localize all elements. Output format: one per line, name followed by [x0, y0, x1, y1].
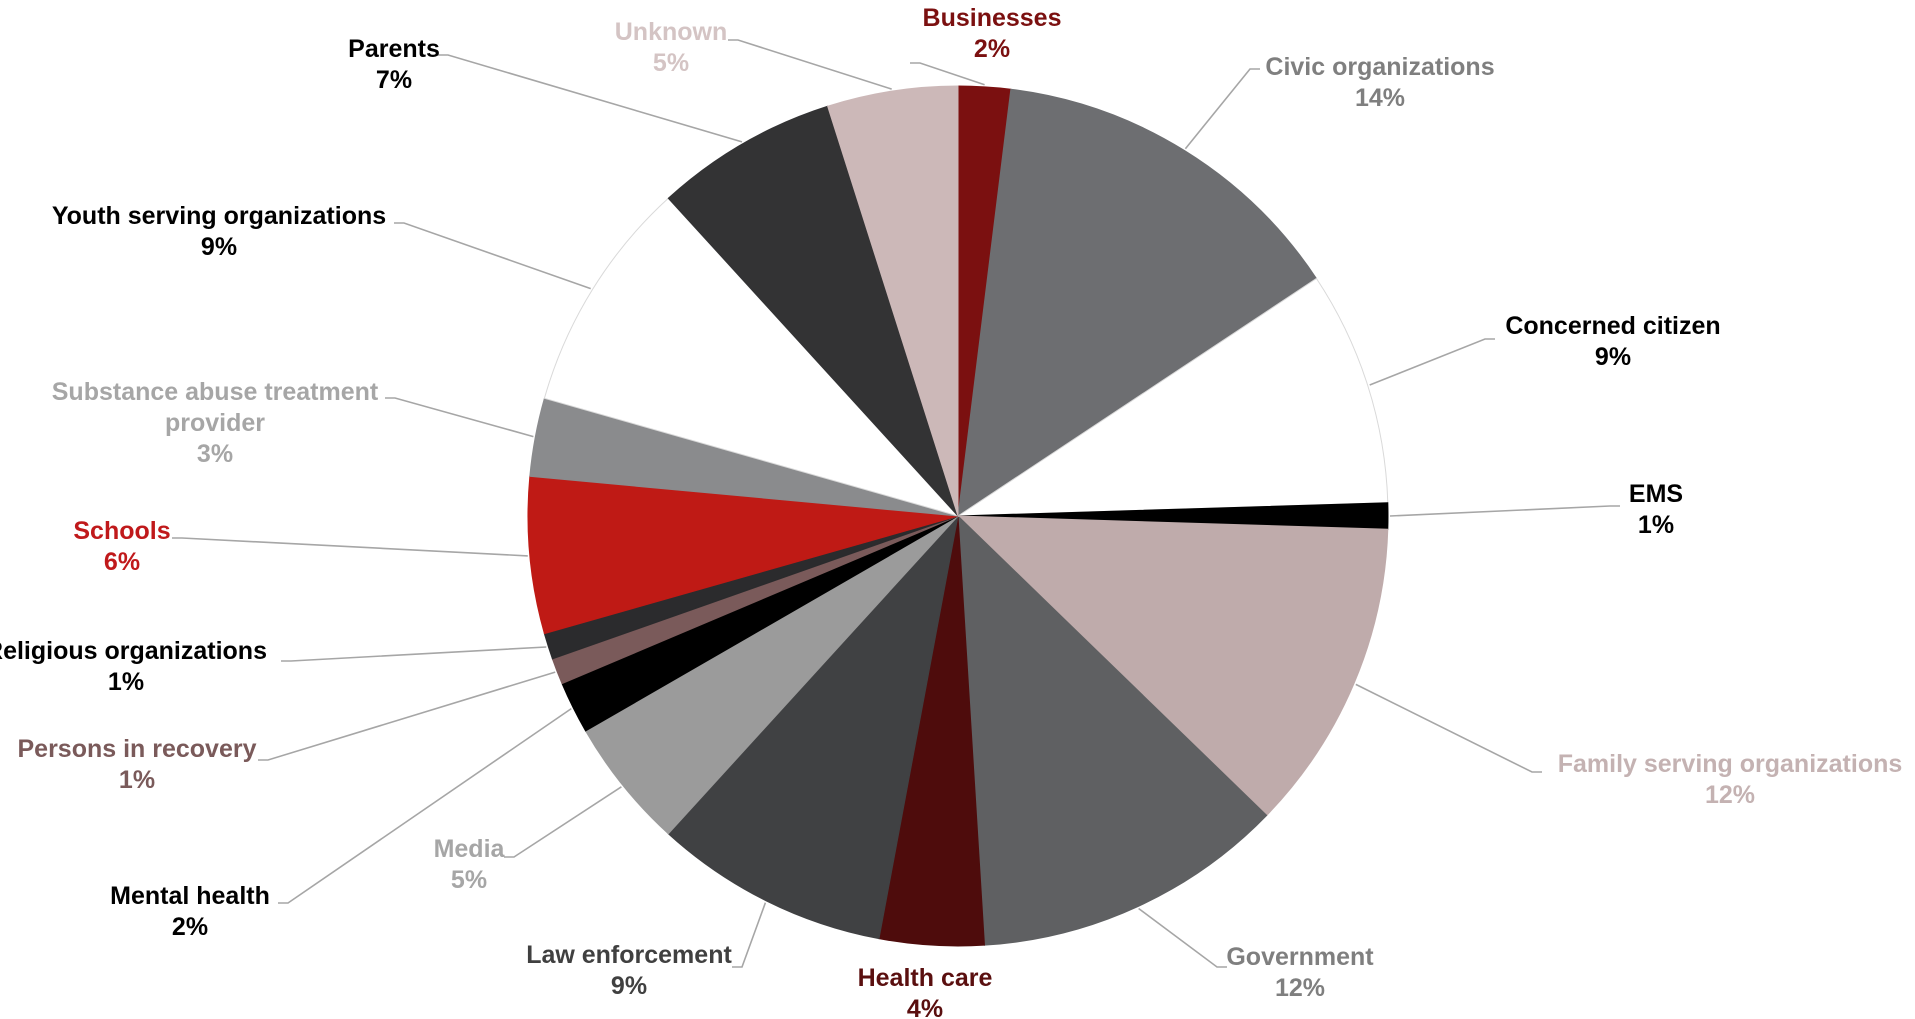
slice-value-religious-organizations: 1% — [108, 668, 144, 696]
slice-labels: Businesses 2% Civic organizations 14% Concer… — [0, 4, 1902, 1019]
slice-value-substance-abuse-treatment-provider: 3% — [197, 440, 233, 468]
slice-label-youth-serving-organizations: Youth serving organizations 9% — [52, 202, 386, 261]
leader-line-businesses — [910, 62, 985, 86]
slice-label-government: Government 12% — [1226, 943, 1374, 1002]
slice-value-ems: 1% — [1638, 511, 1674, 539]
leader-line-civic-organizations — [1184, 68, 1260, 150]
slice-label-health-care: Health care 4% — [858, 964, 993, 1019]
pie-slice-concerned-citizen — [956, 277, 1389, 517]
leader-line-religious-organizations — [281, 646, 547, 662]
leader-line-persons-in-recovery — [258, 671, 556, 761]
leader-line-concerned-citizen — [1369, 338, 1495, 386]
slice-label-civic-organizations: Civic organizations 14% — [1265, 53, 1494, 112]
slice-value-parents: 7% — [376, 66, 412, 94]
leader-line-media — [504, 786, 622, 858]
slice-name-law-enforcement: Law enforcement — [526, 941, 732, 969]
pie-slice-government — [957, 514, 1268, 946]
slice-name-health-care: Health care — [858, 964, 993, 992]
leader-line-law-enforcement — [732, 902, 767, 968]
slice-value-family-serving-organizations: 12% — [1705, 781, 1755, 809]
pie-slice-schools — [527, 475, 959, 635]
slice-label-persons-in-recovery: Persons in recovery 1% — [17, 735, 256, 794]
leader-line-ems — [1389, 505, 1620, 517]
pie-slice-parents — [667, 105, 959, 517]
leader-line-schools — [172, 537, 528, 557]
leader-line-substance-abuse-treatment-provider — [385, 397, 534, 438]
slice-value-businesses: 2% — [974, 35, 1010, 63]
leader-line-youth-serving-organizations — [394, 222, 591, 290]
pie-slice-youth-serving-organizations — [543, 197, 960, 517]
pie-slice-family-serving-organizations — [956, 515, 1389, 817]
slice-label-mental-health: Mental health 2% — [110, 882, 270, 941]
slice-name-substance-abuse-treatment-provider: provider — [165, 409, 265, 437]
slice-label-media: Media 5% — [434, 835, 506, 894]
slice-name-government: Government — [1226, 943, 1374, 971]
pie-slices — [527, 85, 1389, 947]
slice-label-schools: Schools 6% — [73, 517, 170, 576]
slice-value-youth-serving-organizations: 9% — [201, 233, 237, 261]
slice-label-unknown: Unknown 5% — [615, 18, 728, 77]
slice-value-health-care: 4% — [907, 995, 943, 1019]
pie-slice-unknown — [827, 85, 959, 517]
slice-value-media: 5% — [451, 866, 487, 894]
slice-label-ems: EMS 1% — [1629, 480, 1683, 539]
slice-name-religious-organizations: Religious organizations — [0, 637, 267, 665]
slice-name-persons-in-recovery: Persons in recovery — [17, 735, 256, 763]
slice-name-youth-serving-organizations: Youth serving organizations — [52, 202, 386, 230]
slice-name-ems: EMS — [1629, 480, 1683, 508]
slice-value-unknown: 5% — [653, 49, 689, 77]
slice-value-civic-organizations: 14% — [1355, 84, 1405, 112]
slice-value-persons-in-recovery: 1% — [119, 766, 155, 794]
slice-name-civic-organizations: Civic organizations — [1265, 53, 1494, 81]
slice-value-schools: 6% — [104, 548, 140, 576]
leader-line-mental-health — [278, 707, 572, 904]
slice-name-parents: Parents — [348, 35, 440, 63]
slice-name-mental-health: Mental health — [110, 882, 270, 910]
slice-name-schools: Schools — [73, 517, 170, 545]
leader-line-unknown — [728, 39, 892, 90]
slice-value-law-enforcement: 9% — [611, 972, 647, 1000]
leader-line-parents — [438, 54, 743, 143]
slice-value-concerned-citizen: 9% — [1595, 343, 1631, 371]
slice-label-businesses: Businesses 2% — [923, 4, 1062, 63]
slice-name-substance-abuse-treatment-provider: Substance abuse treatment — [52, 378, 379, 406]
leader-line-family-serving-organizations — [1355, 683, 1542, 773]
slice-name-unknown: Unknown — [615, 18, 728, 46]
pie-slice-law-enforcement — [667, 514, 959, 940]
slice-label-law-enforcement: Law enforcement 9% — [526, 941, 732, 1000]
slice-label-substance-abuse-treatment-provider: Substance abuse treatment provider 3% — [52, 378, 379, 468]
slice-label-family-serving-organizations: Family serving organizations 12% — [1558, 750, 1903, 809]
slice-value-government: 12% — [1275, 974, 1325, 1002]
slice-value-mental-health: 2% — [172, 913, 208, 941]
leader-line-government — [1138, 907, 1227, 968]
slice-name-concerned-citizen: Concerned citizen — [1505, 312, 1720, 340]
slice-label-religious-organizations: Religious organizations 1% — [0, 637, 267, 696]
leader-lines — [172, 39, 1620, 968]
slice-label-parents: Parents 7% — [348, 35, 440, 94]
slice-name-businesses: Businesses — [923, 4, 1062, 32]
slice-label-concerned-citizen: Concerned citizen 9% — [1505, 312, 1720, 371]
slice-name-family-serving-organizations: Family serving organizations — [1558, 750, 1903, 778]
pie-slice-civic-organizations — [957, 88, 1318, 518]
slice-name-media: Media — [434, 835, 506, 863]
